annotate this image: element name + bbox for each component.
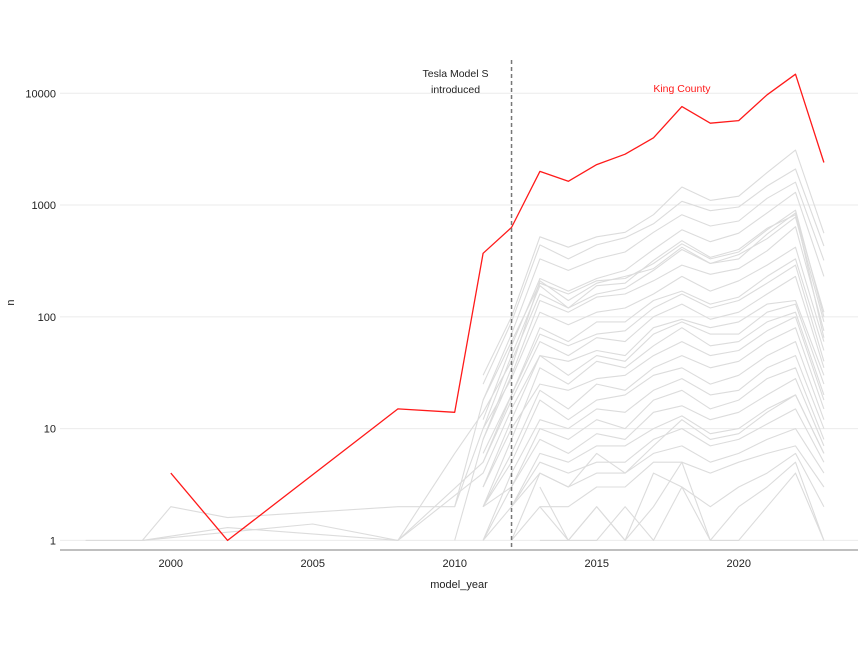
background-series-line: [397, 299, 825, 541]
x-axis-title: model_year: [430, 579, 488, 591]
background-series-line: [482, 191, 825, 420]
x-tick-label: 2015: [584, 558, 608, 570]
y-tick-label: 10: [44, 424, 56, 436]
background-series-line: [482, 264, 825, 454]
background-series-line: [511, 408, 825, 507]
background-series-line: [85, 258, 825, 541]
y-gridlines: [60, 92, 858, 541]
background-series-line: [482, 355, 825, 541]
background-series-line: [482, 341, 825, 507]
background-series-line: [482, 327, 825, 507]
highlight-series-label: King County: [653, 83, 711, 95]
background-series-line: [482, 303, 825, 488]
y-tick-label: 100: [38, 312, 56, 324]
background-series-line: [482, 216, 825, 440]
highlight-series-line: [170, 73, 825, 542]
background-series-line: [482, 367, 825, 508]
background-series-line: [539, 445, 825, 508]
background-series-line: [482, 378, 825, 541]
background-series-line: [142, 212, 825, 541]
background-series-line: [482, 311, 825, 507]
background-series-line: [539, 472, 825, 541]
background-series-line: [141, 209, 825, 541]
background-series-line: [454, 226, 825, 541]
highlight-series-group: [170, 73, 825, 542]
background-series-line: [482, 214, 825, 429]
reference-label-line1: Tesla Model S: [423, 68, 489, 80]
y-axis-ticks: 1 10 100 1000 10000: [25, 88, 56, 547]
x-axis-ticks: 2000 2005 2010 2015 2020: [159, 558, 751, 570]
y-tick-label: 10000: [25, 88, 56, 100]
background-series-line: [482, 316, 825, 488]
background-series-line: [511, 461, 825, 541]
background-series-line: [482, 168, 825, 385]
reference-label-line2: introduced: [431, 84, 480, 96]
background-series-line: [482, 275, 825, 463]
x-tick-label: 2010: [442, 558, 466, 570]
x-tick-label: 2020: [726, 558, 750, 570]
y-tick-label: 1: [50, 535, 56, 547]
background-series-line: [482, 149, 825, 376]
x-tick-label: 2000: [159, 558, 183, 570]
background-series-line: [454, 246, 825, 507]
y-tick-label: 1000: [32, 200, 56, 212]
background-series-group: [85, 149, 825, 541]
background-series-line: [511, 394, 825, 507]
background-series-line: [482, 181, 825, 401]
background-series-line: [482, 394, 825, 541]
y-axis-title: n: [5, 299, 17, 305]
x-tick-label: 2005: [301, 558, 325, 570]
